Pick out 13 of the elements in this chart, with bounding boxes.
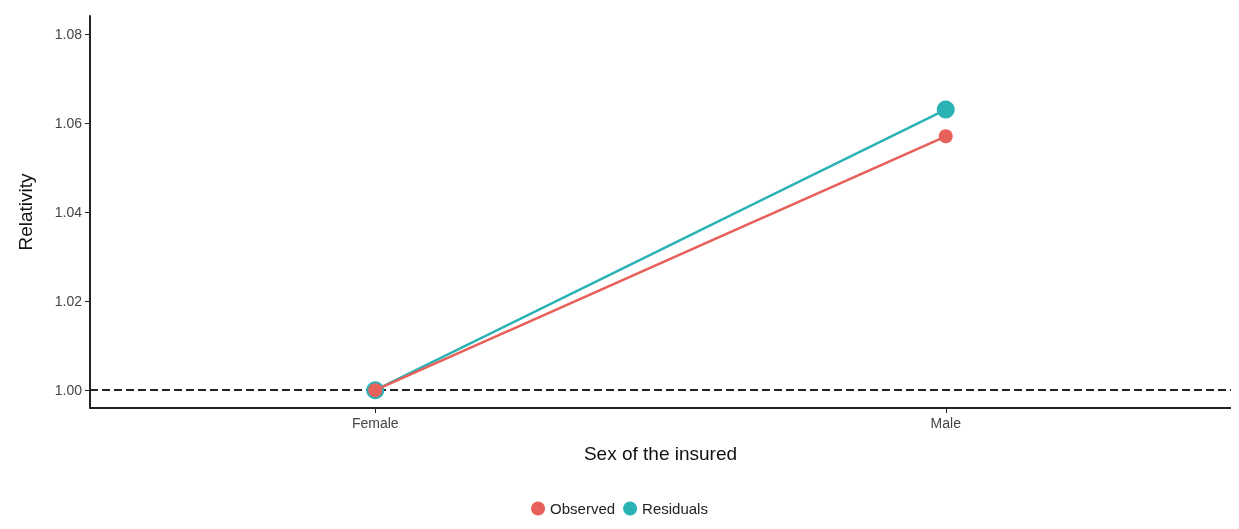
legend-label: Residuals: [642, 500, 708, 517]
x-tick-label: Female: [351, 415, 399, 431]
y-tick-label: 1.08: [54, 25, 83, 42]
y-tick-label: 1.06: [54, 114, 83, 131]
legend-label: Observed: [550, 500, 616, 517]
x-axis-title: Sex of the insured: [583, 443, 738, 464]
y-axis-title: Relativity: [15, 172, 36, 251]
y-tick-label: 1.00: [54, 382, 83, 399]
point: [938, 129, 953, 144]
x-tick-label: Male: [930, 415, 962, 431]
y-tick-label: 1.04: [54, 204, 83, 220]
point: [936, 100, 955, 119]
y-tick-label: 1.02: [54, 293, 83, 310]
